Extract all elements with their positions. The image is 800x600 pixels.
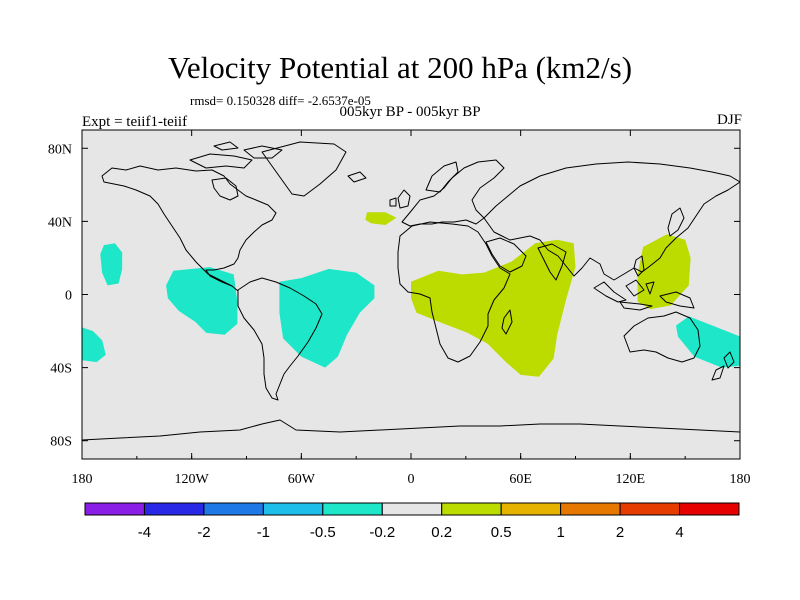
y-tick-label: 80N xyxy=(48,142,72,157)
coastline-iceland xyxy=(347,171,367,183)
colorbar-label: 0.5 xyxy=(491,524,512,541)
colorbar-swatch xyxy=(143,502,205,516)
coastline-antarctica xyxy=(82,419,740,441)
anomaly-region-central-pacific-north-negative xyxy=(100,243,123,286)
x-tick-label: 0 xyxy=(408,472,415,487)
colorbar-swatch xyxy=(619,502,681,516)
colorbar-label: -1 xyxy=(257,524,270,541)
anomaly-layer xyxy=(82,212,740,377)
colorbar-label: -2 xyxy=(197,524,210,541)
coastline-arctic-islands xyxy=(189,141,283,169)
y-tick-label: 80S xyxy=(50,435,72,450)
experiment-label: Expt = teiif1-teiif xyxy=(82,114,188,130)
colorbar-swatch xyxy=(262,502,324,516)
coastline-australia xyxy=(623,311,701,363)
plot-title: Velocity Potential at 200 hPa (km2/s) xyxy=(167,50,633,85)
colorbar-swatch xyxy=(203,502,264,516)
colorbar-swatch xyxy=(500,502,562,516)
coastline-south-america xyxy=(237,277,323,401)
coastline-africa xyxy=(397,221,511,363)
y-tick-label: 40S xyxy=(50,362,72,377)
coastline-hudson-bay xyxy=(211,177,239,201)
colorbar-swatch xyxy=(441,502,502,516)
colorbar-label: 2 xyxy=(616,524,624,541)
colorbar-swatch xyxy=(679,502,740,516)
coastline-japan xyxy=(667,207,685,237)
map-axes: 180 120W 60W 0 60E 120E 180 80N 40N 0 40S 80S xyxy=(48,130,751,487)
coastline-asia xyxy=(483,161,740,281)
anomaly-region-south-pacific-west-negative xyxy=(82,327,106,363)
colorbar-label: 4 xyxy=(675,524,683,541)
colorbar: -4 -2 -1 -0.5 -0.2 0.2 0.5 1 2 4 xyxy=(84,502,740,541)
colorbar-label: -0.2 xyxy=(369,524,395,541)
coastline-philippines xyxy=(633,255,645,277)
coastline-arabia xyxy=(485,237,527,273)
colorbar-label: 1 xyxy=(556,524,564,541)
x-tick-label: 60E xyxy=(509,472,532,487)
stats-subtitle: rmsd= 0.150328 diff= -2.6537e-05 xyxy=(190,93,371,108)
coastline-new-zealand xyxy=(711,351,735,381)
coastline-layer xyxy=(82,141,740,441)
colorbar-label: -0.5 xyxy=(310,524,336,541)
anomaly-region-australia-tasman-negative xyxy=(676,316,740,368)
y-tick-label: 40N xyxy=(48,215,72,230)
colorbar-swatch xyxy=(84,502,145,516)
colorbar-swatch xyxy=(322,502,383,516)
anomaly-region-africa-indian-ocean-positive xyxy=(411,239,576,377)
coastline-british-isles xyxy=(389,189,411,209)
colorbar-swatch xyxy=(381,502,443,516)
anomaly-region-mediterranean-positive xyxy=(365,212,397,225)
anomaly-region-east-pacific-negative xyxy=(166,267,238,335)
anomaly-region-south-america-atlantic-negative xyxy=(279,268,375,368)
x-tick-label: 180 xyxy=(72,472,93,487)
colorbar-label: 0.2 xyxy=(431,524,452,541)
x-tick-label: 180 xyxy=(730,472,751,487)
period-subtitle: 005kyr BP - 005kyr BP xyxy=(339,104,481,120)
x-tick-label: 120E xyxy=(616,472,646,487)
coastline-north-america xyxy=(101,165,277,292)
x-tick-label: 120W xyxy=(175,472,210,487)
coastline-indonesia xyxy=(593,279,695,311)
x-tick-label: 60W xyxy=(288,472,316,487)
coastline-scandinavia xyxy=(425,161,459,193)
y-tick-label: 0 xyxy=(65,289,72,304)
coastline-greenland xyxy=(261,141,347,197)
coastline-madagascar xyxy=(501,309,513,335)
coastline-india xyxy=(537,243,567,281)
season-label: DJF xyxy=(716,112,742,128)
colorbar-swatch xyxy=(560,502,621,516)
colorbar-label: -4 xyxy=(138,524,151,541)
